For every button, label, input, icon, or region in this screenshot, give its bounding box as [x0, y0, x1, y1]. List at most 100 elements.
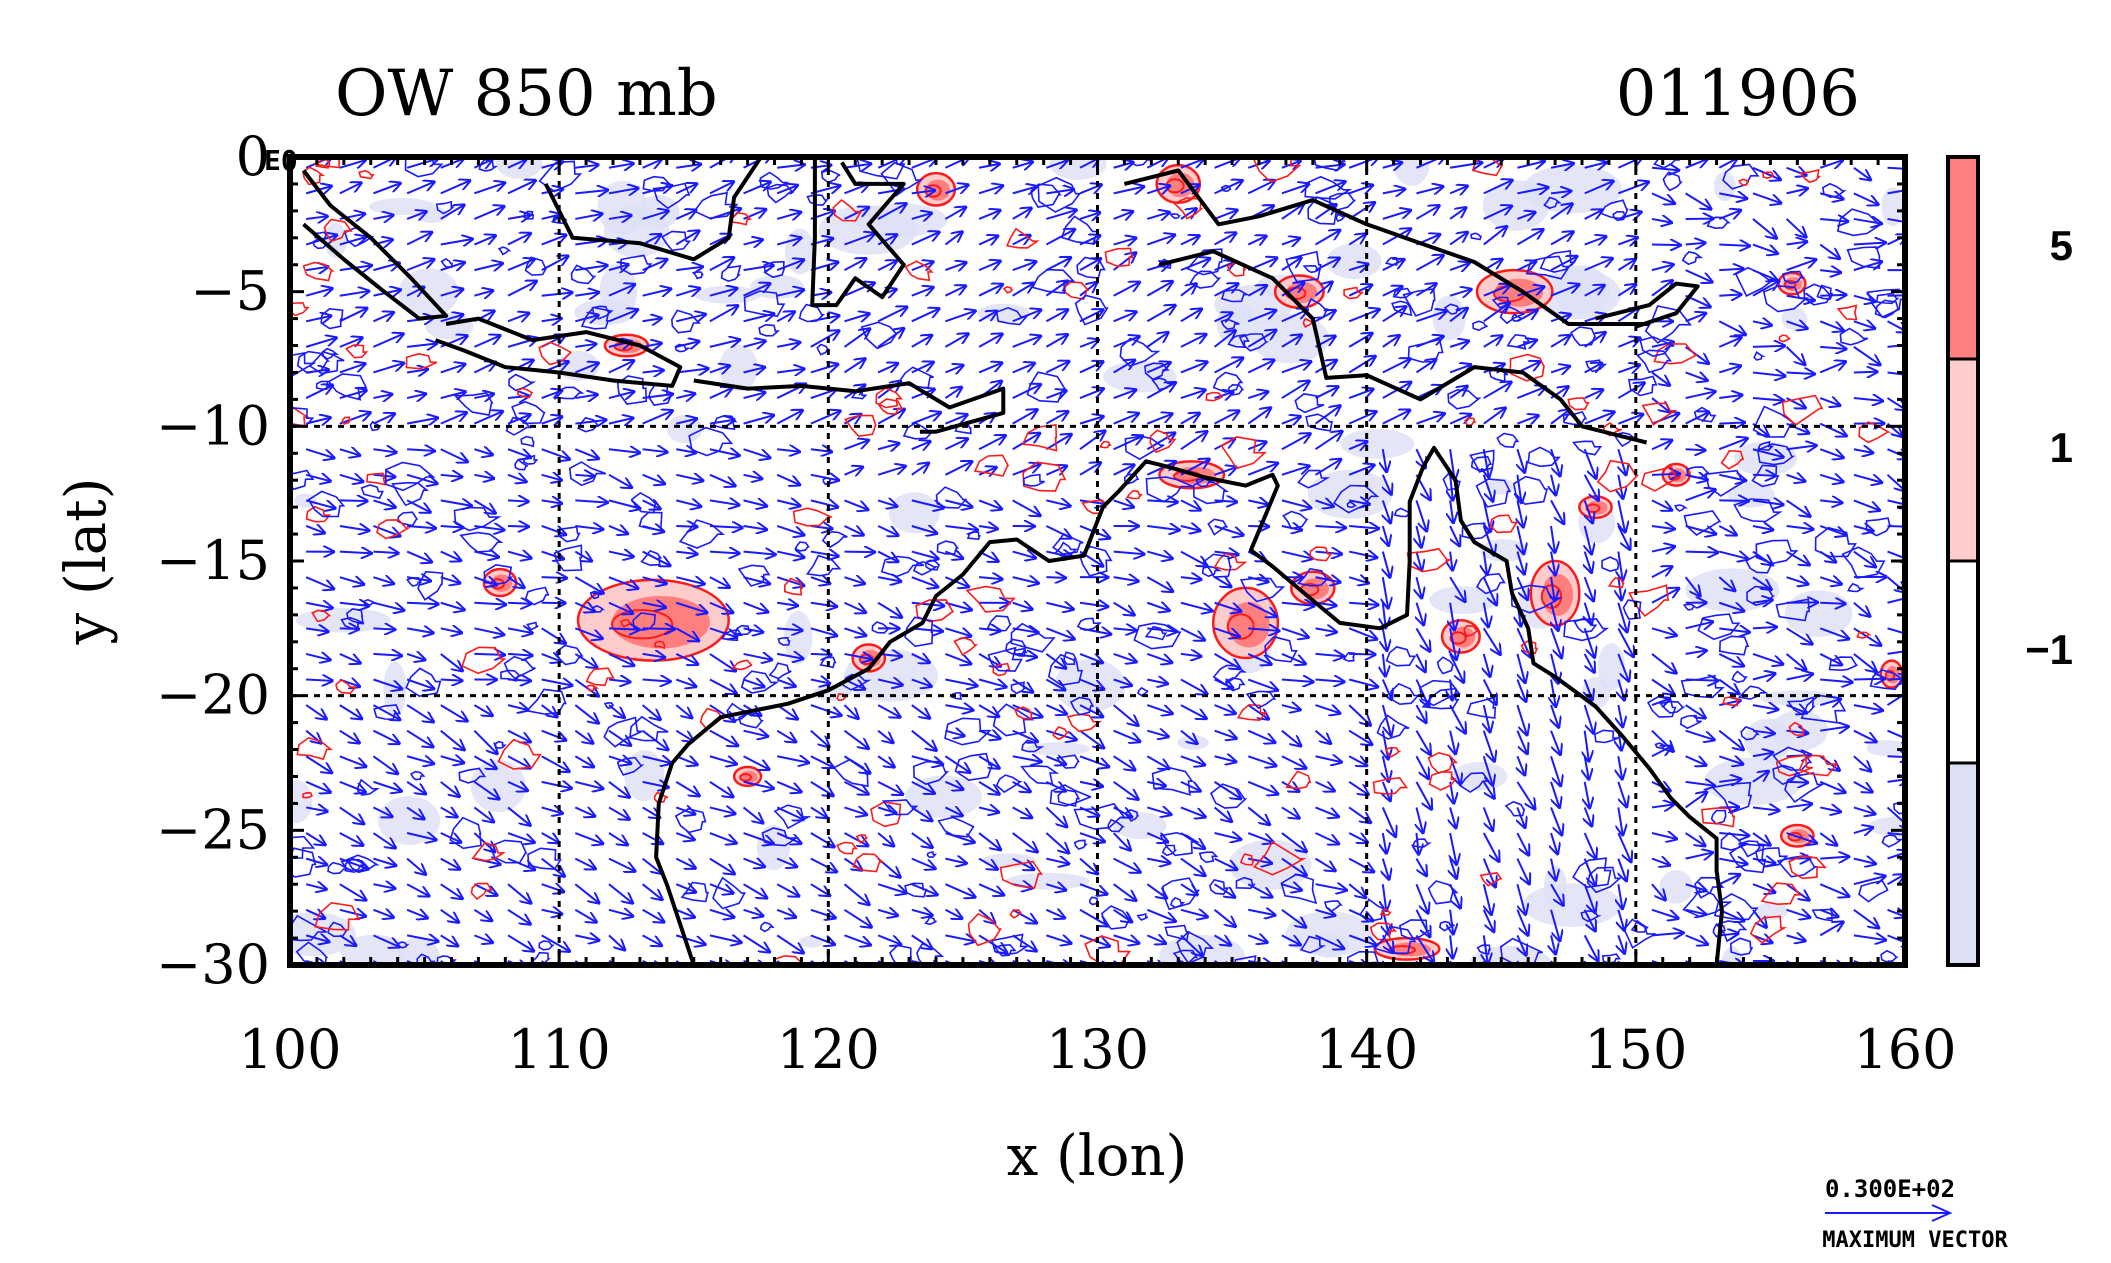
wind-vector [911, 336, 932, 348]
wind-vector [305, 935, 328, 941]
wind-vector [305, 755, 331, 772]
wind-vector [440, 908, 458, 922]
y-axis-label: y (lat) [54, 478, 119, 646]
wind-vector [675, 653, 697, 664]
wind-vector [642, 934, 662, 945]
wind-vector [709, 340, 739, 347]
wind-vector [709, 157, 736, 169]
wind-vector [373, 884, 394, 888]
wind-vector [1719, 422, 1744, 423]
wind-vector [776, 411, 802, 425]
wind-vector [541, 448, 569, 459]
colorbar-bin [1948, 157, 1978, 359]
wind-vector [1079, 310, 1102, 323]
wind-vector [810, 331, 839, 348]
x-tick-label: 100 [238, 1018, 341, 1081]
wind-vector [305, 780, 330, 792]
negative-fill-patch [1881, 187, 1904, 227]
wind-vector [877, 755, 894, 766]
wind-vector [474, 526, 503, 530]
warm-center-core [1668, 468, 1687, 483]
wind-vector [1146, 462, 1175, 476]
negative-fill-patch [1744, 718, 1793, 762]
wind-vector [575, 420, 605, 424]
warm-center-inner-contour [739, 773, 752, 782]
wind-vector [507, 234, 530, 246]
wind-vector [844, 601, 865, 613]
wind-vector [844, 467, 862, 475]
wind-vector [406, 233, 431, 246]
wind-vector [474, 291, 492, 296]
wind-vector [608, 310, 637, 323]
wind-vector [978, 334, 1002, 348]
negative-fill-patch [1685, 568, 1780, 612]
wind-vector [574, 363, 598, 374]
wind-vector [743, 284, 770, 297]
wind-vector [339, 237, 365, 244]
wind-vector [541, 654, 561, 661]
wind-vector [877, 729, 892, 743]
wind-vector [1012, 385, 1040, 399]
wind-vector [911, 288, 933, 296]
wind-vector [877, 204, 906, 220]
wind-vector [1079, 389, 1103, 399]
wind-vector [608, 164, 633, 168]
warm-center-inner-contour [1787, 832, 1803, 842]
wind-vector [541, 782, 571, 788]
wind-vector [406, 344, 436, 347]
wind-vector [877, 704, 899, 717]
wind-vector [911, 910, 932, 915]
wind-vector [877, 261, 896, 272]
wind-vector [1045, 310, 1067, 323]
wind-vector [945, 603, 971, 610]
wind-vector [541, 215, 560, 219]
wind-vector [810, 603, 836, 607]
wind-vector [877, 410, 904, 425]
wind-vector [1045, 832, 1068, 853]
wind-vector [709, 449, 739, 455]
wind-vector [339, 475, 363, 482]
wind-vector [541, 235, 566, 246]
wind-vector [844, 526, 862, 535]
wind-vector [440, 729, 464, 750]
colorbar-bin [1948, 561, 1978, 763]
wind-vector [776, 212, 800, 219]
wind-vector [541, 293, 572, 296]
wind-vector [1079, 213, 1099, 219]
wind-vector [1113, 465, 1134, 476]
wind-vector [844, 577, 864, 583]
wind-vector [373, 313, 393, 323]
wind-vector [406, 729, 432, 747]
wind-vector [978, 526, 997, 529]
wind-vector [743, 782, 773, 788]
wind-vector [1079, 431, 1105, 451]
negative-fill-patch [1866, 740, 1905, 757]
wind-vector [372, 755, 397, 773]
wind-vector [911, 309, 939, 323]
wind-vector [608, 526, 627, 534]
wind-vector [810, 908, 835, 918]
wind-vector [1685, 449, 1705, 450]
wind-vector [777, 165, 804, 168]
wind-vector [877, 307, 906, 323]
wind-vector [945, 365, 962, 372]
wind-vector [608, 552, 633, 557]
negative-fill-patch [1523, 883, 1622, 927]
wind-vector [339, 577, 364, 584]
wind-vector [978, 285, 1002, 297]
wind-vector [306, 267, 327, 270]
wind-vector [575, 935, 598, 940]
wind-vector [507, 832, 534, 842]
wind-vector [1079, 729, 1103, 748]
wind-vector [373, 601, 403, 610]
wind-vector [945, 185, 967, 195]
wind-vector [911, 780, 934, 793]
wind-vector [743, 755, 769, 769]
wind-vector [642, 343, 661, 347]
wind-vector [1079, 678, 1103, 690]
wind-vector [843, 908, 871, 927]
wind-vector [978, 807, 998, 812]
x-tick-label: 160 [1853, 1018, 1956, 1081]
wind-vector [440, 934, 458, 945]
